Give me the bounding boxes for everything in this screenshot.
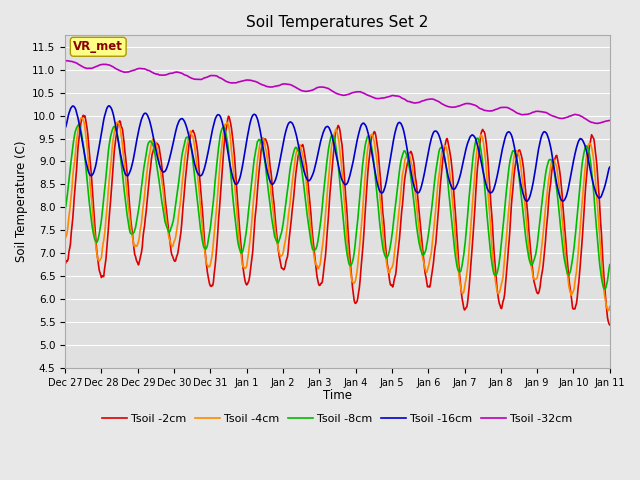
Tsoil -8cm [75, 121, 83, 127]
Tsoil -32cm [383, 95, 390, 100]
Tsoil -8cm [606, 262, 614, 267]
Tsoil -8cm [330, 134, 337, 140]
Tsoil -2cm [330, 147, 337, 153]
Tsoil -2cm [383, 255, 390, 261]
Tsoil -4cm [182, 151, 189, 157]
Tsoil -8cm [205, 235, 212, 240]
Tsoil -16cm [205, 145, 212, 151]
Line: Tsoil -32cm: Tsoil -32cm [65, 60, 610, 123]
Tsoil -8cm [436, 145, 444, 151]
Tsoil -16cm [383, 177, 390, 183]
Tsoil -32cm [205, 73, 212, 79]
Tsoil -4cm [606, 304, 614, 310]
Tsoil -4cm [436, 161, 444, 167]
Tsoil -4cm [205, 264, 212, 270]
Y-axis label: Soil Temperature (C): Soil Temperature (C) [15, 141, 28, 263]
Tsoil -32cm [61, 58, 69, 64]
Tsoil -4cm [330, 134, 337, 140]
Line: Tsoil -4cm: Tsoil -4cm [65, 118, 610, 311]
Tsoil -8cm [600, 286, 608, 292]
Tsoil -16cm [557, 197, 565, 203]
Tsoil -16cm [182, 121, 189, 127]
Tsoil -32cm [557, 115, 564, 121]
Tsoil -2cm [61, 262, 69, 267]
Tsoil -2cm [436, 182, 444, 188]
Tsoil -4cm [78, 115, 86, 120]
Tsoil -16cm [523, 198, 531, 204]
Tsoil -8cm [182, 137, 189, 143]
Tsoil -8cm [557, 224, 564, 230]
Line: Tsoil -8cm: Tsoil -8cm [65, 124, 610, 289]
Tsoil -16cm [61, 125, 69, 131]
Tsoil -16cm [330, 140, 337, 146]
Tsoil -16cm [606, 164, 614, 170]
Tsoil -16cm [436, 136, 444, 142]
Tsoil -4cm [383, 260, 390, 266]
Line: Tsoil -2cm: Tsoil -2cm [65, 115, 610, 325]
Tsoil -16cm [105, 103, 113, 108]
Tsoil -2cm [182, 176, 189, 182]
Tsoil -2cm [606, 322, 614, 328]
Tsoil -2cm [79, 112, 87, 118]
X-axis label: Time: Time [323, 389, 352, 402]
Tsoil -32cm [606, 118, 614, 123]
Legend: Tsoil -2cm, Tsoil -4cm, Tsoil -8cm, Tsoil -16cm, Tsoil -32cm: Tsoil -2cm, Tsoil -4cm, Tsoil -8cm, Tsoi… [98, 410, 577, 429]
Line: Tsoil -16cm: Tsoil -16cm [65, 106, 610, 201]
Tsoil -32cm [62, 58, 70, 63]
Tsoil -2cm [557, 176, 564, 181]
Tsoil -4cm [604, 308, 612, 313]
Tsoil -32cm [436, 100, 444, 106]
Tsoil -4cm [61, 236, 69, 241]
Tsoil -4cm [557, 199, 564, 204]
Tsoil -8cm [61, 206, 69, 212]
Text: VR_met: VR_met [74, 40, 123, 53]
Tsoil -32cm [330, 89, 337, 95]
Tsoil -32cm [594, 120, 602, 126]
Title: Soil Temperatures Set 2: Soil Temperatures Set 2 [246, 15, 429, 30]
Tsoil -2cm [205, 277, 212, 283]
Tsoil -32cm [182, 72, 189, 78]
Tsoil -8cm [383, 255, 390, 261]
